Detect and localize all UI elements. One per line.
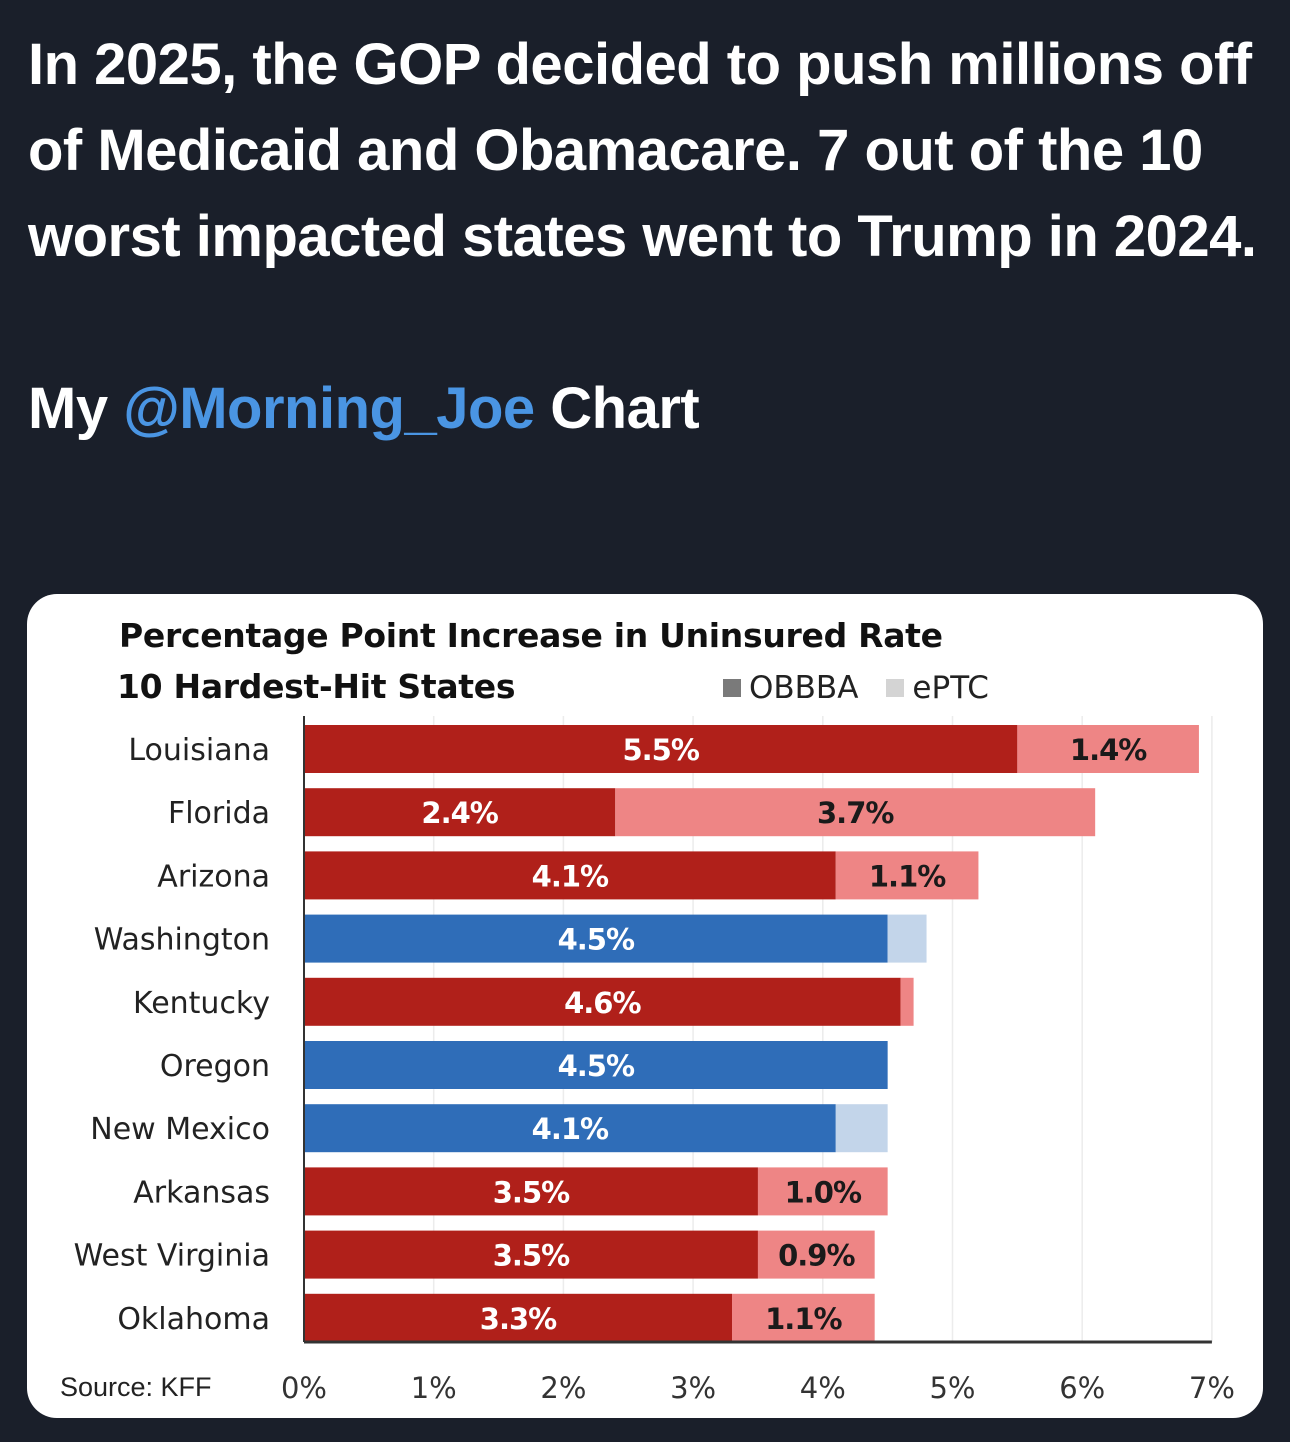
legend-item-obbba: OBBBA: [723, 670, 858, 706]
bar-value-label-obbba: 4.6%: [564, 986, 641, 1020]
bar-obbba: [304, 1167, 758, 1216]
bar-obbba: [304, 725, 1018, 773]
bar-value-label-obbba: 5.5%: [622, 733, 699, 767]
bar-obbba: [304, 851, 836, 900]
tweet-suffix: Chart: [534, 376, 700, 441]
legend-swatch-eptc: [886, 679, 905, 697]
bar-obbba: [304, 1230, 758, 1279]
state-label: Arkansas: [133, 1175, 270, 1210]
bar-value-label-eptc: 1.1%: [765, 1302, 842, 1336]
mention-link[interactable]: @Morning_Joe: [123, 376, 535, 441]
bar-value-label-obbba: 4.5%: [558, 923, 635, 957]
x-tick-label: 7%: [1189, 1371, 1235, 1405]
bar-value-label-obbba: 3.3%: [480, 1302, 557, 1336]
legend-label-obbba: OBBBA: [749, 670, 859, 706]
tweet-prefix: My: [28, 376, 124, 441]
bar-obbba: [304, 1293, 733, 1342]
legend-label-eptc: ePTC: [912, 670, 989, 706]
bar-eptc: [900, 977, 914, 1026]
bar-eptc: [835, 851, 979, 900]
bar-eptc: [732, 1293, 875, 1342]
source-note: Source: KFF: [60, 1372, 212, 1402]
state-label: Arizona: [157, 859, 270, 894]
bar-value-label-obbba: 4.5%: [558, 1049, 635, 1083]
state-label: Washington: [94, 923, 270, 958]
chart-title: Percentage Point Increase in Uninsured R…: [119, 616, 943, 655]
bar-value-label-obbba: 2.4%: [421, 796, 498, 830]
bar-eptc: [757, 1167, 888, 1216]
legend-item-eptc: ePTC: [886, 670, 989, 706]
state-label: Oklahoma: [117, 1302, 270, 1337]
bar-value-label-eptc: 1.1%: [869, 859, 946, 893]
tweet-text: In 2025, the GOP decided to push million…: [28, 22, 1278, 452]
state-label: New Mexico: [90, 1112, 270, 1147]
bar-value-label-obbba: 4.1%: [532, 1112, 609, 1146]
state-label: Oregon: [160, 1049, 270, 1084]
legend-swatch-obbba: [723, 679, 741, 697]
state-label: Florida: [168, 796, 270, 831]
bar-obbba: [304, 1041, 888, 1089]
bar-value-label-obbba: 3.5%: [493, 1239, 570, 1273]
bar-chart: Louisiana 5.5% 1.4% Florida 2.4% 3.7% Arizona 4…: [60, 716, 1235, 1405]
x-tick-label: 4%: [800, 1371, 846, 1405]
bar-value-label-eptc: 1.0%: [785, 1175, 862, 1209]
x-tick-label: 5%: [929, 1371, 975, 1405]
x-tick-label: 0%: [281, 1371, 327, 1405]
bar-eptc: [757, 1230, 875, 1279]
chart-legend: OBBBA ePTC: [723, 670, 1017, 706]
bar-value-label-eptc: 3.7%: [817, 796, 894, 830]
bar-eptc: [615, 788, 1096, 837]
chart-image-card[interactable]: Percentage Point Increase in Uninsured R…: [27, 594, 1263, 1418]
bar-obbba: [304, 1104, 836, 1153]
tweet-paragraph-1: In 2025, the GOP decided to push million…: [28, 32, 1257, 269]
x-tick-label: 2%: [540, 1371, 586, 1405]
bar-eptc: [1017, 725, 1199, 773]
state-label: Kentucky: [133, 986, 270, 1021]
bar-eptc: [887, 914, 927, 963]
bar-value-label-eptc: 0.9%: [778, 1239, 855, 1273]
bar-obbba: [304, 914, 888, 963]
state-label: Louisiana: [128, 733, 270, 768]
x-tick-label: 6%: [1059, 1371, 1105, 1405]
bar-obbba: [304, 977, 901, 1026]
x-tick-label: 3%: [670, 1371, 716, 1405]
tweet-paragraph-2: My @Morning_Joe Chart: [28, 366, 1278, 452]
bar-value-label-obbba: 4.1%: [532, 859, 609, 893]
bar-eptc: [835, 1104, 888, 1153]
bar-value-label-obbba: 3.5%: [493, 1175, 570, 1209]
x-tick-label: 1%: [411, 1371, 457, 1405]
chart-subtitle: 10 Hardest-Hit States: [117, 667, 516, 706]
bar-value-label-eptc: 1.4%: [1070, 733, 1147, 767]
state-label: West Virginia: [74, 1239, 270, 1274]
bar-obbba: [304, 788, 616, 837]
